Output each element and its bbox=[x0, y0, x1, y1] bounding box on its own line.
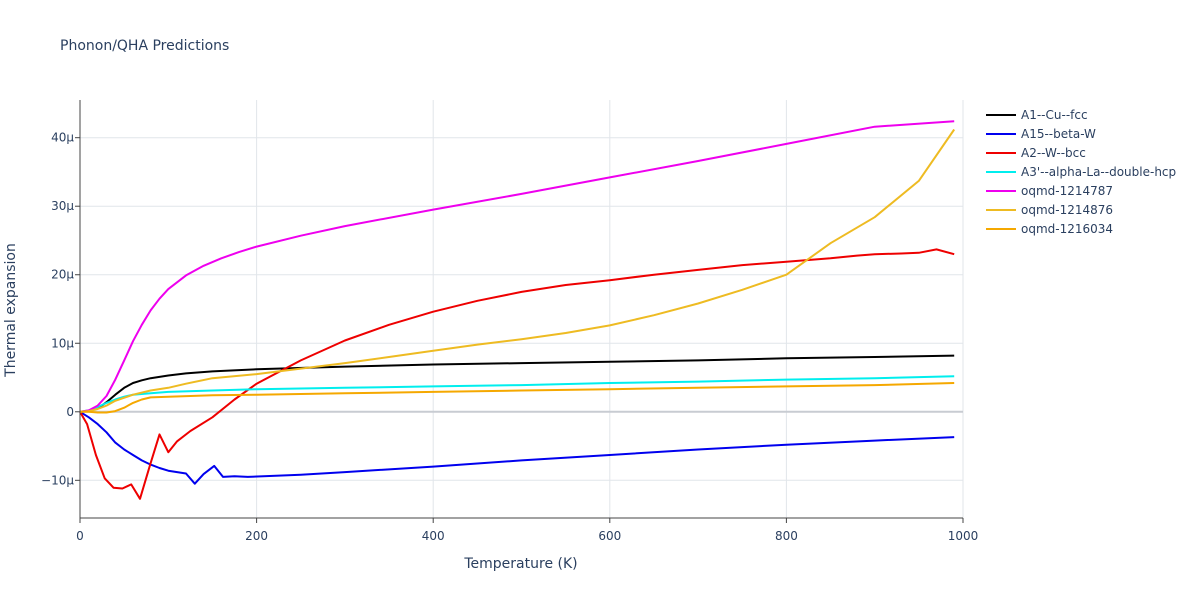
chart-title: Phonon/QHA Predictions bbox=[60, 38, 229, 54]
x-tick-label: 1000 bbox=[948, 529, 979, 543]
legend-label: oqmd-1214787 bbox=[1021, 184, 1113, 198]
plot-area bbox=[79, 120, 956, 500]
x-tick-label: 400 bbox=[422, 529, 445, 543]
x-tick-label: 600 bbox=[598, 529, 621, 543]
series-line-0 bbox=[79, 354, 955, 413]
series-line-2 bbox=[79, 248, 955, 500]
y-tick-labels: −10μ 0 10μ 20μ 30μ 40μ bbox=[41, 131, 74, 488]
legend-label: A2--W--bcc bbox=[1021, 146, 1086, 160]
legend-label: oqmd-1214876 bbox=[1021, 203, 1113, 217]
axes bbox=[75, 100, 964, 523]
y-tick-label: 30μ bbox=[51, 199, 74, 213]
legend-item[interactable]: A3'--alpha-La--double-hcp bbox=[986, 165, 1176, 179]
series-line-5 bbox=[79, 128, 956, 413]
x-tick-label: 0 bbox=[76, 529, 84, 543]
x-tick-label: 800 bbox=[775, 529, 798, 543]
x-tick-label: 200 bbox=[245, 529, 268, 543]
grid-lines bbox=[80, 100, 964, 518]
y-tick-label: 0 bbox=[66, 405, 74, 419]
legend-item[interactable]: A1--Cu--fcc bbox=[986, 108, 1088, 122]
y-tick-label: 10μ bbox=[51, 336, 74, 350]
x-tick-labels: 0 200 400 600 800 1000 bbox=[76, 529, 978, 543]
series-line-4 bbox=[79, 120, 955, 413]
legend-item[interactable]: oqmd-1216034 bbox=[986, 222, 1113, 236]
legend-label: A15--beta-W bbox=[1021, 127, 1096, 141]
legend-item[interactable]: oqmd-1214787 bbox=[986, 184, 1113, 198]
legend-label: A3'--alpha-La--double-hcp bbox=[1021, 165, 1176, 179]
y-tick-label: 20μ bbox=[51, 268, 74, 282]
legend-item[interactable]: oqmd-1214876 bbox=[986, 203, 1113, 217]
series-line-1 bbox=[79, 410, 955, 485]
y-axis-title: Thermal expansion bbox=[3, 243, 19, 378]
legend-label: A1--Cu--fcc bbox=[1021, 108, 1088, 122]
series-line-3 bbox=[79, 375, 955, 413]
series-line-6 bbox=[80, 382, 955, 414]
legend: A1--Cu--fcc A15--beta-W A2--W--bcc A3'--alp… bbox=[986, 108, 1176, 236]
legend-label: oqmd-1216034 bbox=[1021, 222, 1113, 236]
x-axis-title: Temperature (K) bbox=[463, 556, 577, 572]
legend-item[interactable]: A15--beta-W bbox=[986, 127, 1096, 141]
y-tick-label: 40μ bbox=[51, 131, 74, 145]
legend-item[interactable]: A2--W--bcc bbox=[986, 146, 1086, 160]
y-tick-label: −10μ bbox=[41, 473, 74, 487]
